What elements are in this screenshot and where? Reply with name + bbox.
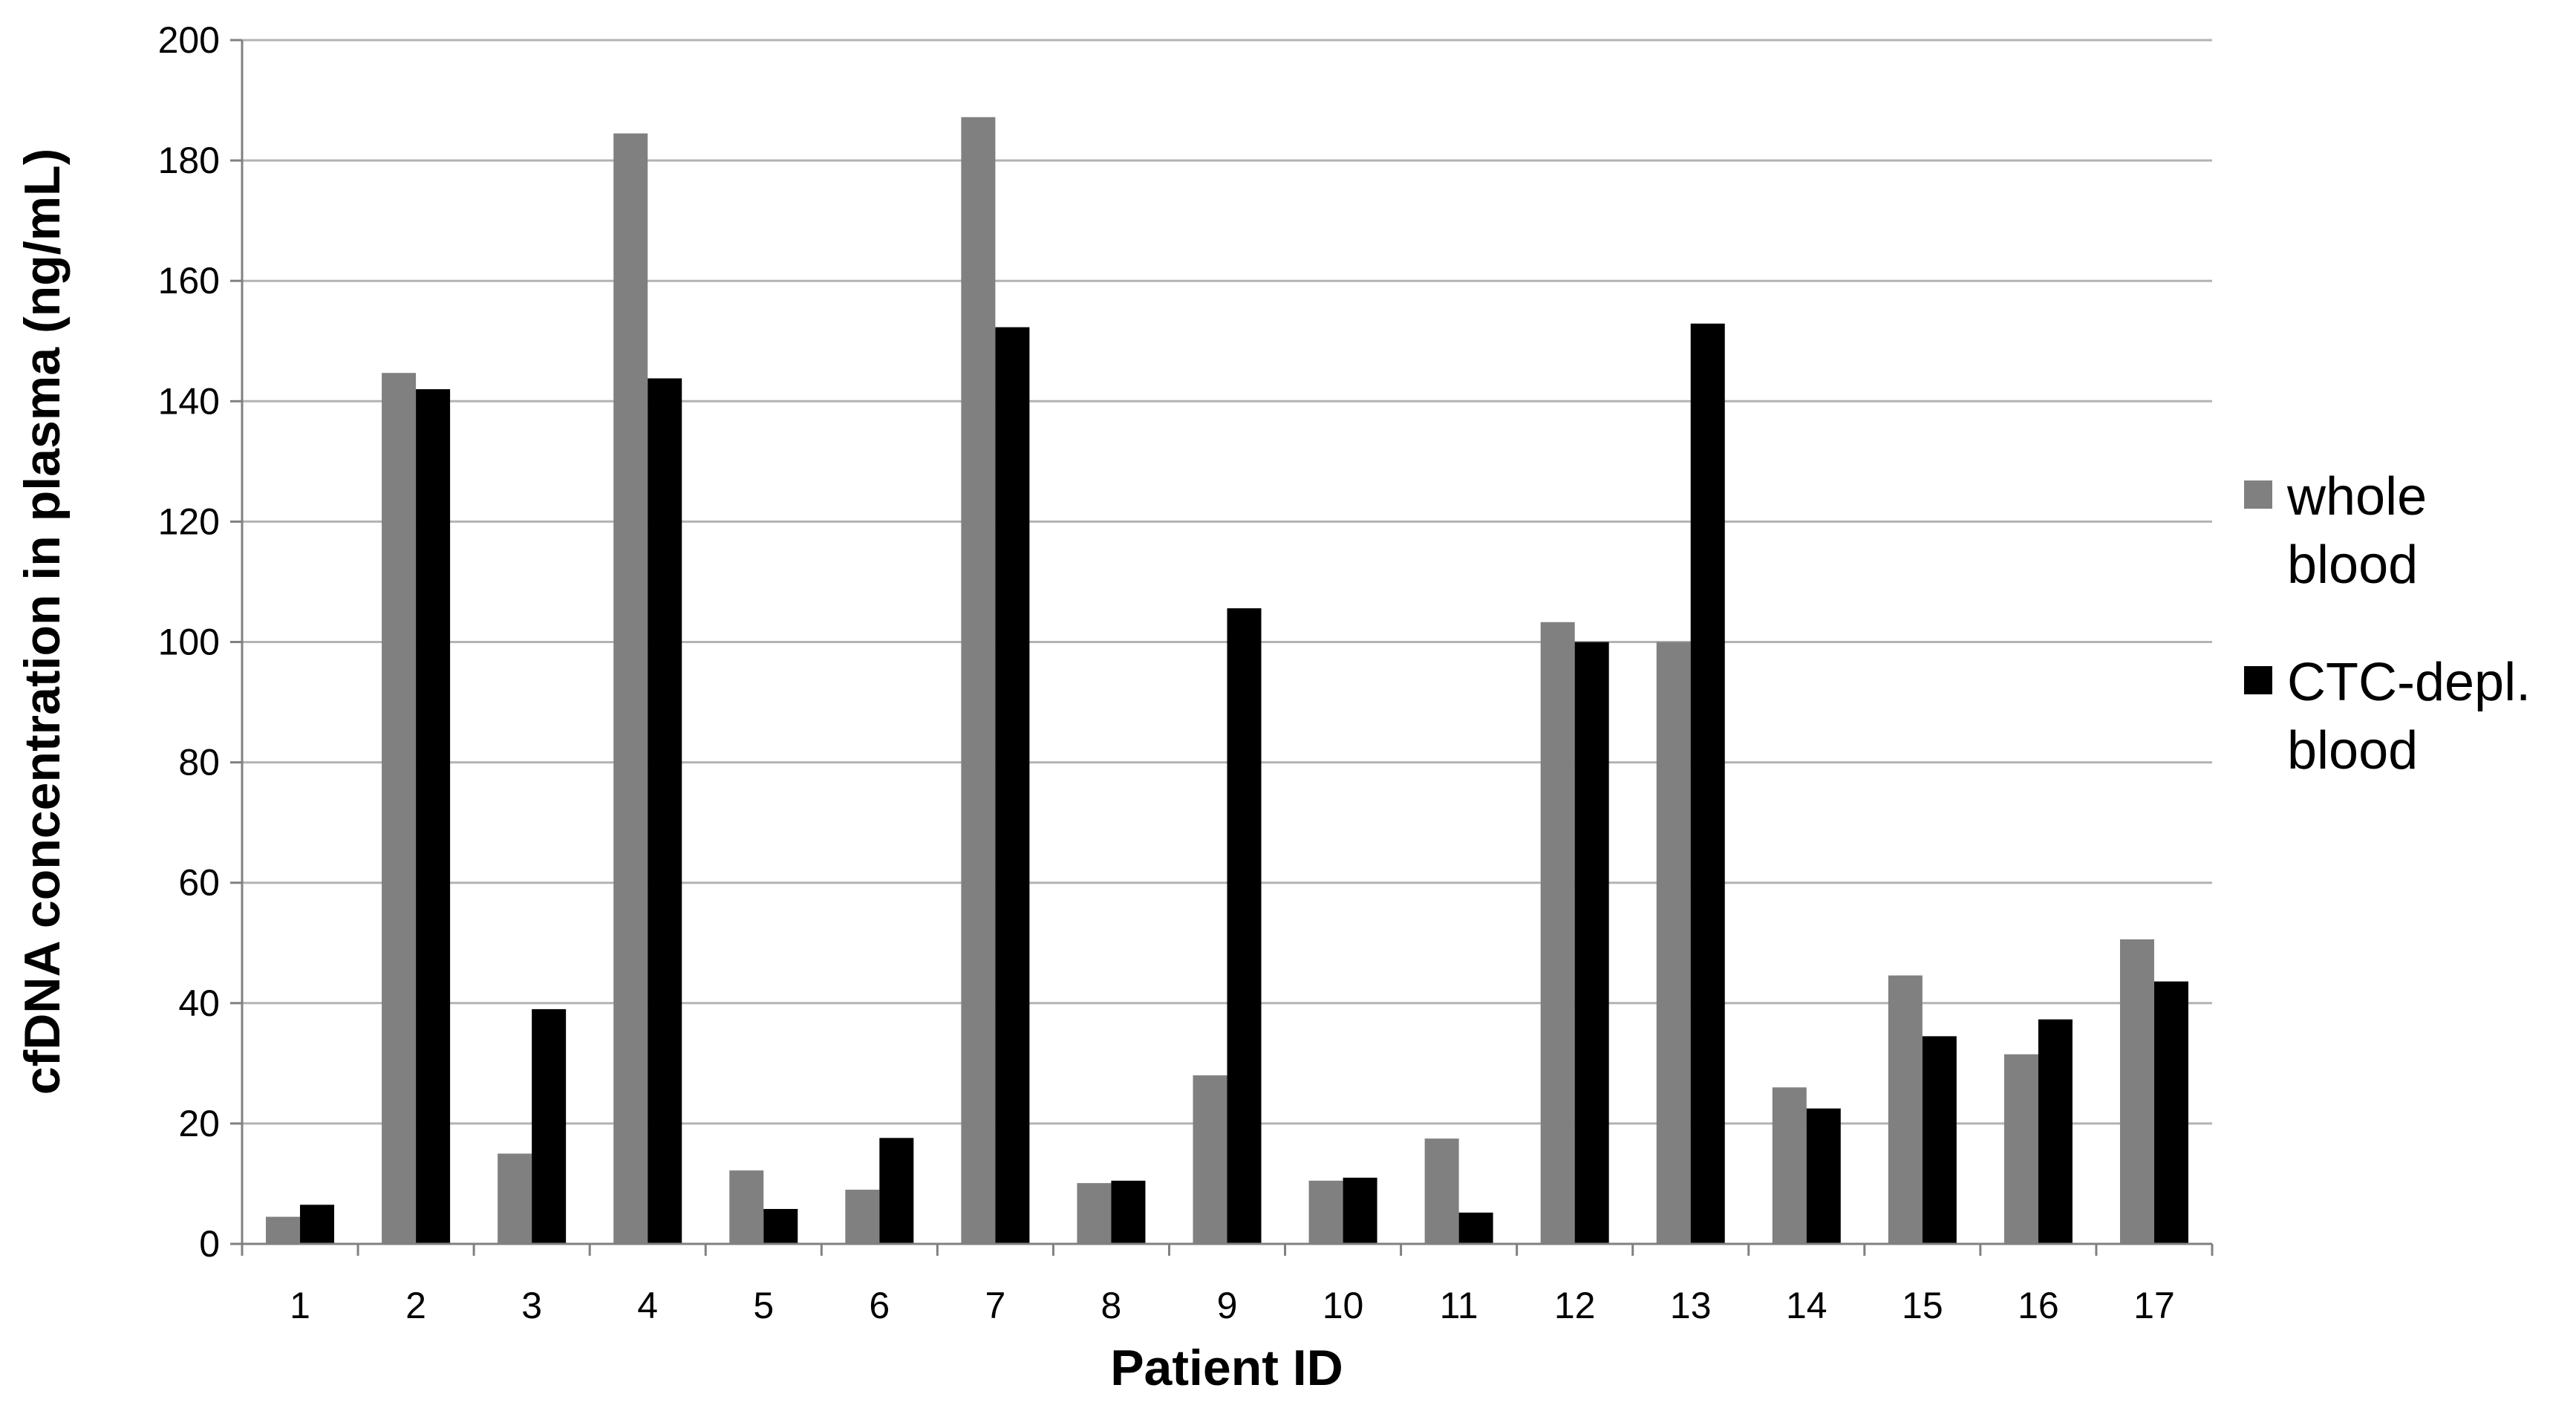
y-tick-label: 0	[199, 1223, 220, 1265]
x-tick-label: 9	[1217, 1285, 1238, 1326]
x-tick-label: 16	[2018, 1285, 2059, 1326]
bar-ctc-depleted-13	[1690, 323, 1725, 1245]
x-tick-label: 3	[521, 1285, 542, 1326]
bar-whole-blood-10	[1308, 1180, 1343, 1244]
legend-label: blood	[2287, 721, 2418, 780]
bar-ctc-depleted-3	[532, 1008, 567, 1244]
y-tick-label: 200	[158, 19, 220, 61]
bar-ctc-depleted-7	[995, 327, 1030, 1244]
bar-whole-blood-1	[266, 1216, 301, 1244]
bar-whole-blood-8	[1077, 1183, 1112, 1244]
bar-whole-blood-16	[2003, 1054, 2038, 1244]
x-tick-label: 15	[1902, 1285, 1943, 1326]
bar-whole-blood-15	[1888, 975, 1923, 1244]
bar-ctc-depleted-6	[879, 1138, 914, 1244]
y-tick-label: 80	[178, 742, 220, 783]
x-tick-label: 13	[1670, 1285, 1712, 1326]
bar-ctc-depleted-2	[416, 389, 451, 1244]
bar-ctc-depleted-17	[2153, 981, 2188, 1244]
legend: whole blood CTC-depl. blood	[2244, 467, 2531, 780]
bar-ctc-depleted-5	[763, 1208, 798, 1244]
x-tick-label: 7	[985, 1285, 1005, 1326]
y-tick-label: 180	[158, 140, 220, 181]
x-tick-label: 17	[2133, 1285, 2175, 1326]
bar-whole-blood-3	[498, 1153, 532, 1244]
x-tick-label: 2	[405, 1285, 426, 1326]
y-tick-label: 60	[178, 862, 220, 904]
x-tick-label: 12	[1554, 1285, 1596, 1326]
bar-ctc-depleted-15	[1922, 1036, 1957, 1244]
x-tick-label: 14	[1786, 1285, 1827, 1326]
legend-label: blood	[2287, 535, 2418, 595]
bar-whole-blood-13	[1656, 642, 1691, 1244]
bar-ctc-depleted-11	[1458, 1212, 1493, 1244]
x-tick-label: 6	[869, 1285, 890, 1326]
x-tick-label: 11	[1440, 1285, 1478, 1326]
legend-swatch	[2244, 480, 2272, 509]
bar-whole-blood-12	[1540, 622, 1575, 1244]
x-tick-label: 1	[290, 1285, 310, 1326]
legend-swatch	[2244, 666, 2272, 694]
x-axis-title: Patient ID	[1110, 1340, 1343, 1396]
y-tick-label: 100	[158, 622, 220, 663]
x-tick-label: 5	[753, 1285, 774, 1326]
x-tick-label: 4	[637, 1285, 658, 1326]
y-axis-title: cfDNA concentration in plasma (ng/mL)	[14, 149, 71, 1095]
bar-ctc-depleted-1	[300, 1205, 335, 1244]
legend-label: whole	[2286, 467, 2427, 527]
x-tick-label: 10	[1323, 1285, 1364, 1326]
bar-ctc-depleted-12	[1574, 642, 1609, 1244]
bar-whole-blood-11	[1424, 1138, 1459, 1244]
bar-ctc-depleted-9	[1227, 608, 1262, 1244]
bar-ctc-depleted-16	[2038, 1019, 2073, 1244]
bar-whole-blood-5	[729, 1170, 764, 1244]
legend-label: CTC-depl.	[2287, 653, 2531, 712]
bar-ctc-depleted-14	[1806, 1108, 1841, 1244]
y-tick-label: 20	[178, 1103, 220, 1144]
bar-ctc-depleted-4	[648, 378, 682, 1245]
y-tick-label: 120	[158, 501, 220, 542]
bar-whole-blood-4	[613, 133, 648, 1245]
bar-whole-blood-6	[845, 1190, 880, 1244]
y-tick-label: 160	[158, 260, 220, 302]
bar-ctc-depleted-8	[1111, 1180, 1146, 1244]
x-tick-labels: 1 2 3 4 5 6 7 8 9 10 11 12 13 14 15 16 17	[290, 1285, 2175, 1326]
y-tick-label: 40	[178, 982, 220, 1024]
axes	[230, 39, 2214, 1256]
bar-whole-blood-2	[382, 373, 417, 1244]
bars	[266, 117, 2188, 1245]
bar-whole-blood-17	[2119, 939, 2154, 1244]
y-tick-label: 140	[158, 380, 220, 422]
bar-whole-blood-9	[1193, 1075, 1227, 1244]
x-tick-label: 8	[1101, 1285, 1122, 1326]
y-tick-labels: 0 20 40 60 80 100 120 140 160 180 200	[158, 19, 220, 1265]
bar-whole-blood-7	[961, 117, 996, 1244]
bar-whole-blood-14	[1772, 1087, 1807, 1244]
bar-ctc-depleted-10	[1343, 1177, 1377, 1244]
